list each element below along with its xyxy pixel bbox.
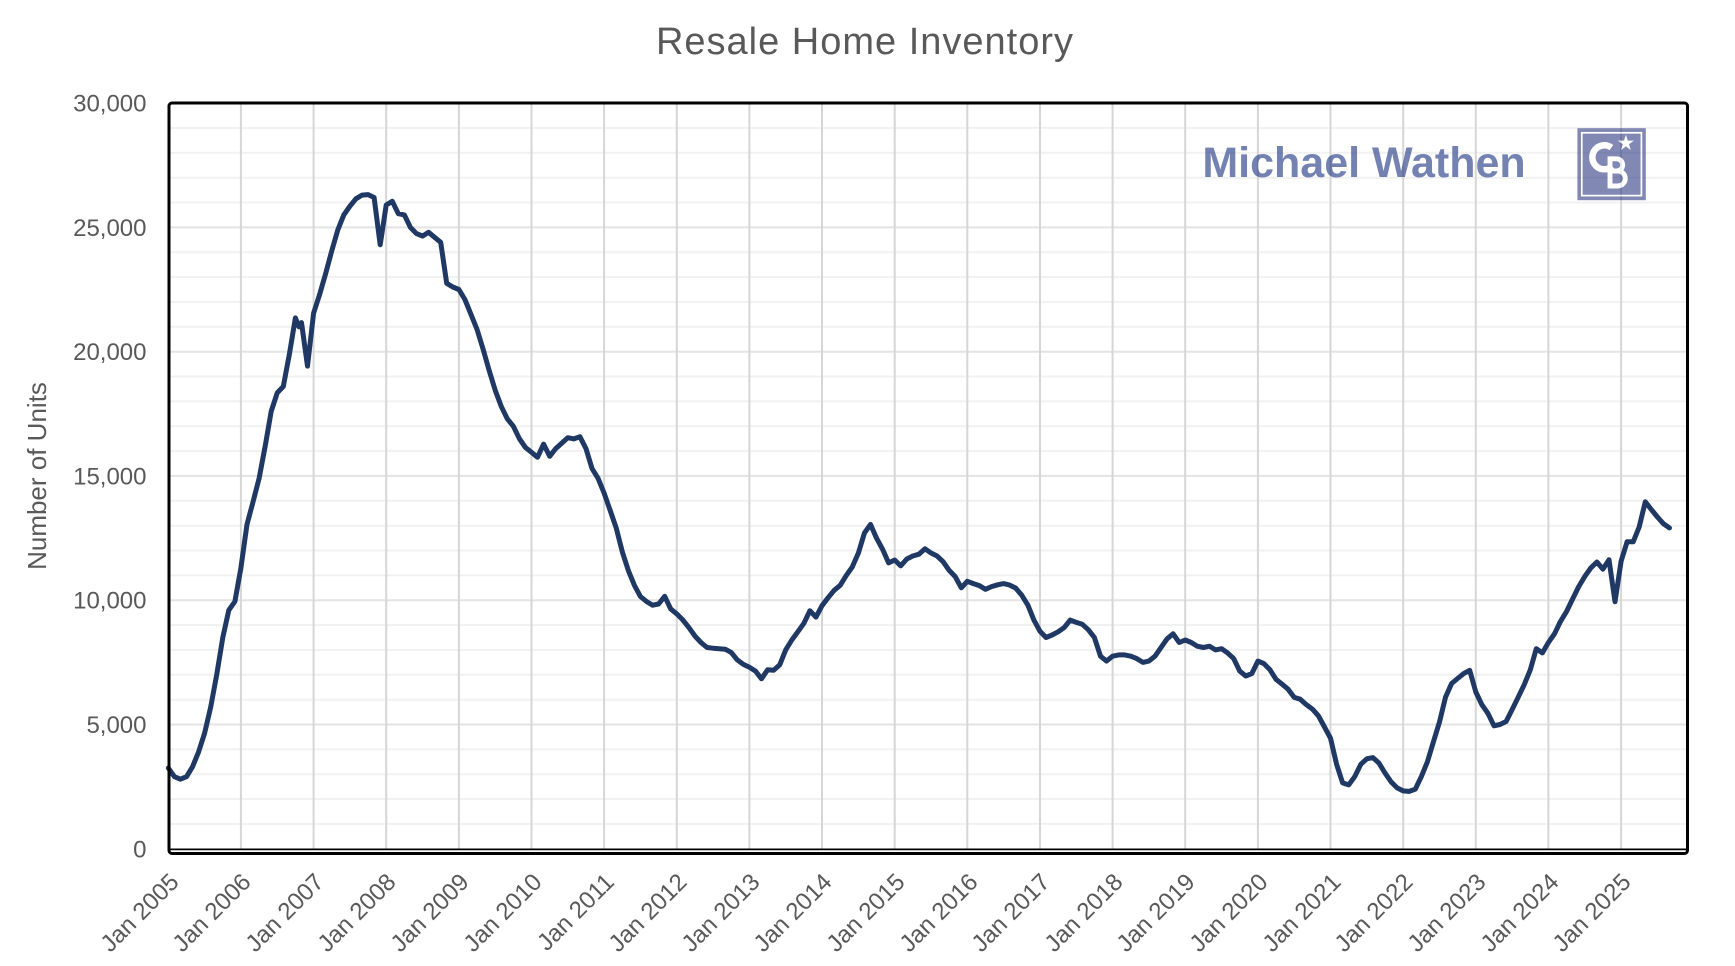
svg-text:30,000: 30,000 [73, 91, 146, 118]
svg-text:25,000: 25,000 [73, 215, 146, 242]
svg-text:Resale Home Inventory: Resale Home Inventory [656, 21, 1074, 63]
svg-text:5,000: 5,000 [86, 712, 146, 739]
svg-text:20,000: 20,000 [73, 339, 146, 366]
svg-text:0: 0 [133, 836, 146, 863]
svg-text:Michael Wathen: Michael Wathen [1202, 139, 1525, 187]
svg-text:Number of Units: Number of Units [22, 382, 52, 570]
svg-text:10,000: 10,000 [73, 588, 146, 615]
svg-text:15,000: 15,000 [73, 463, 146, 490]
